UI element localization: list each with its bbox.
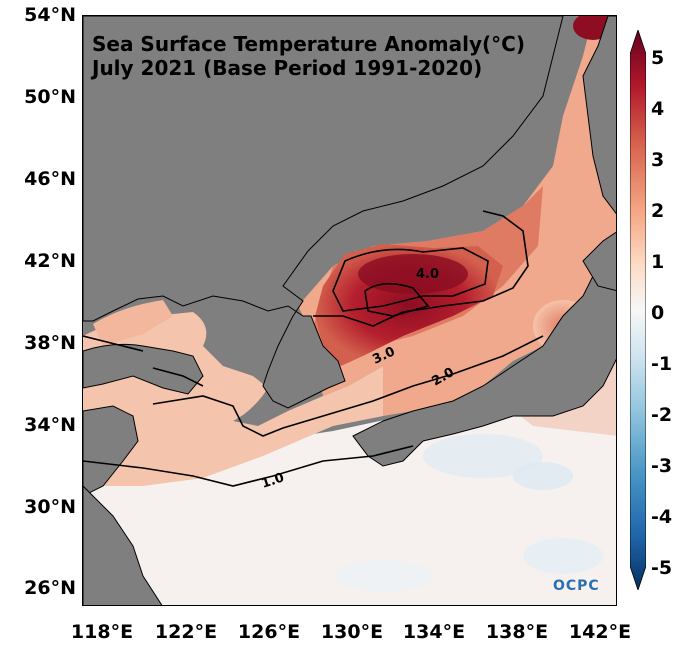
sst-anomaly-map: 4.0 3.0 2.0 1.0 — [83, 16, 616, 605]
colorbar-tick: -4 — [651, 506, 673, 528]
map-panel: 4.0 3.0 2.0 1.0 — [82, 15, 617, 606]
bohai-sea — [93, 300, 173, 346]
contour-label-4: 4.0 — [416, 267, 439, 282]
lat-label: 54°N — [24, 4, 76, 26]
map-title: Sea Surface Temperature Anomaly(°C) July… — [92, 32, 525, 80]
land-shandong — [83, 343, 204, 395]
colorbar-tick: 0 — [651, 302, 665, 324]
land-japan — [352, 251, 616, 467]
land-sakhalin — [582, 16, 616, 215]
lat-label: 38°N — [24, 332, 76, 354]
lon-label: 118°E — [70, 621, 134, 643]
lon-label: 134°E — [402, 621, 466, 643]
colorbar-tick: 1 — [651, 251, 665, 273]
anomaly-contours — [83, 210, 544, 487]
colorbar-tick: -5 — [651, 557, 673, 579]
lon-label: 138°E — [485, 621, 549, 643]
title-line-1: Sea Surface Temperature Anomaly(°C) — [92, 32, 525, 56]
title-line-2: July 2021 (Base Period 1991-2020) — [92, 56, 483, 80]
land-hokkaido — [582, 231, 616, 292]
lat-label: 46°N — [24, 168, 76, 190]
colorbar-tick: 3 — [651, 149, 665, 171]
lat-label: 34°N — [24, 414, 76, 436]
colorbar-tick: 5 — [651, 47, 665, 69]
contour-label-1: 1.0 — [260, 470, 287, 491]
colorbar — [630, 30, 646, 590]
colorbar-tick: -1 — [651, 353, 673, 375]
lon-label: 126°E — [237, 621, 301, 643]
colorbar-tick: -2 — [651, 404, 673, 426]
lon-label: 122°E — [154, 621, 218, 643]
colorbar-tick: -3 — [651, 455, 673, 477]
lon-label: 130°E — [320, 621, 384, 643]
colorbar-tick: 4 — [651, 98, 665, 120]
lat-label: 30°N — [24, 496, 76, 518]
colorbar-tick: 2 — [651, 200, 665, 222]
lat-label: 26°N — [24, 577, 76, 599]
land-asia — [83, 16, 564, 409]
ocpc-logo: OCPC — [553, 578, 600, 594]
lat-label: 50°N — [24, 86, 76, 108]
lat-label: 42°N — [24, 250, 76, 272]
lon-label: 142°E — [568, 621, 632, 643]
